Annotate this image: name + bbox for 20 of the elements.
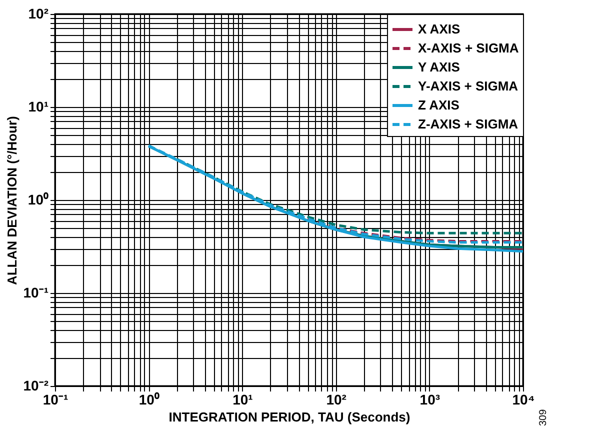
legend-label: Z-AXIS + SIGMA: [418, 116, 519, 132]
x-tick-label: 10¹: [232, 392, 254, 408]
y-tick-label: 10⁰: [28, 192, 48, 208]
x-tick-label: 10²: [326, 392, 347, 408]
text: 309: [538, 408, 549, 426]
y-axis-title: ALLAN DEVIATION (°/Hour): [4, 116, 20, 285]
x-axis-title: INTEGRATION PERIOD, TAU (Seconds): [168, 410, 410, 424]
y-tick-label: 10⁻²: [23, 378, 49, 394]
legend-label: Y AXIS: [418, 60, 460, 74]
x-tick-label: 10⁰: [138, 392, 160, 408]
legend-label: Z AXIS: [418, 98, 460, 112]
legend-label: Y-AXIS + SIGMA: [418, 78, 519, 94]
legend-label: X-AXIS + SIGMA: [418, 40, 520, 56]
x-tick-label: 10⁴: [512, 392, 535, 408]
y-tick-label: 10⁻¹: [23, 284, 49, 300]
y-tick-label: 10¹: [28, 98, 49, 114]
x-tick-label: 10⁻¹: [42, 392, 68, 408]
legend-label: X AXIS: [418, 22, 460, 36]
x-tick-label: 10³: [420, 392, 440, 408]
y-tick-label: 10²: [28, 6, 49, 22]
